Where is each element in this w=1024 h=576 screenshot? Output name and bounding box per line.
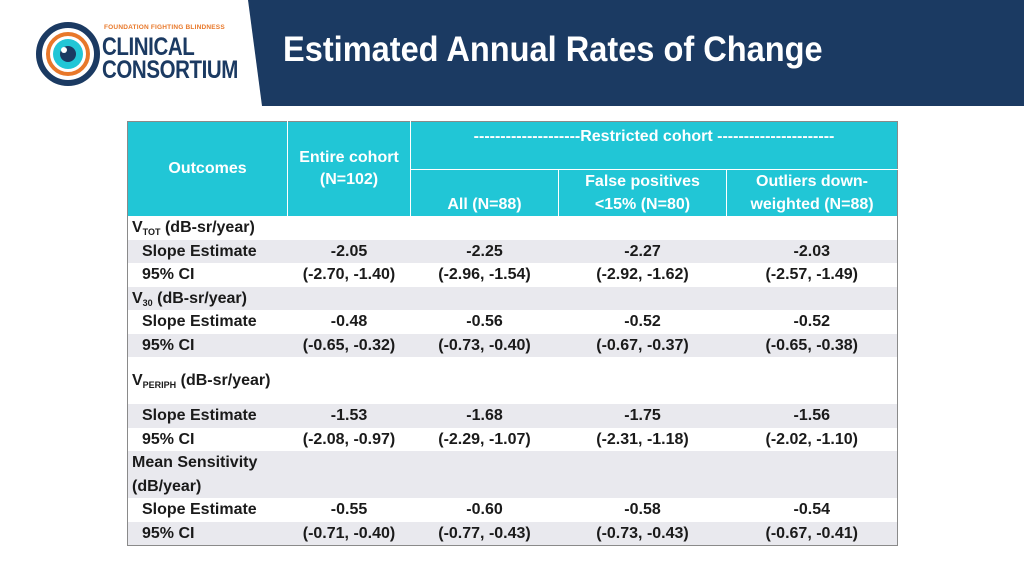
group-label-vtot: VTOT (dB-sr/year) <box>127 216 288 240</box>
header-outcomes: Outcomes <box>127 121 288 216</box>
table-cell: -2.25 <box>410 239 559 263</box>
table-cell: -1.75 <box>558 404 727 428</box>
table-cell: -0.52 <box>558 310 727 334</box>
row-label: Slope Estimate <box>127 498 288 522</box>
row-label: Slope Estimate <box>127 239 288 263</box>
table-cell: (-0.67, -0.37) <box>558 333 727 357</box>
table-cell: -0.52 <box>726 310 898 334</box>
table-cell: (-0.73, -0.43) <box>558 521 727 546</box>
table-cell: (-2.08, -0.97) <box>287 427 411 451</box>
row-label: Slope Estimate <box>127 310 288 334</box>
eye-logo-icon <box>36 22 100 86</box>
row-label: 95% CI <box>127 521 288 546</box>
row-label: 95% CI <box>127 333 288 357</box>
table-cell: -0.48 <box>287 310 411 334</box>
table-cell: (-0.67, -0.41) <box>726 521 898 546</box>
table-cell: -0.54 <box>726 498 898 522</box>
table-cell: (-2.70, -1.40) <box>287 263 411 287</box>
logo-tagline: FOUNDATION FIGHTING BLINDNESS <box>104 24 225 31</box>
table-cell: (-2.02, -1.10) <box>726 427 898 451</box>
row-label: Slope Estimate <box>127 404 288 428</box>
logo-wordmark-clinical: CLINICAL <box>102 33 195 61</box>
row-label: 95% CI <box>127 263 288 287</box>
table-cell: (-0.73, -0.40) <box>410 333 559 357</box>
header-entire-cohort: Entire cohort (N=102) <box>287 121 411 216</box>
table-row: Slope Estimate -1.53 -1.68 -1.75 -1.56 <box>127 404 898 428</box>
page-title: Estimated Annual Rates of Change <box>283 30 823 69</box>
header-outliers: Outliers down-weighted (N=88) <box>725 169 898 216</box>
table-row: 95% CI (-0.71, -0.40) (-0.77, -0.43) (-0… <box>127 521 898 546</box>
table-cell: -1.56 <box>726 404 898 428</box>
table-cell: -0.56 <box>410 310 559 334</box>
table-cell: (-0.77, -0.43) <box>410 521 559 546</box>
group-row-vtot: VTOT (dB-sr/year) <box>127 216 898 240</box>
table-row: 95% CI (-0.65, -0.32) (-0.73, -0.40) (-0… <box>127 333 898 357</box>
table-row: 95% CI (-2.70, -1.40) (-2.96, -1.54) (-2… <box>127 263 898 287</box>
rates-table: Outcomes Entire cohort (N=102) ----------… <box>127 121 899 546</box>
table-row: Slope Estimate -0.48 -0.56 -0.52 -0.52 <box>127 310 898 334</box>
table-cell: (-2.57, -1.49) <box>726 263 898 287</box>
table-cell: -2.27 <box>558 239 727 263</box>
table-cell: (-2.92, -1.62) <box>558 263 727 287</box>
table-cell: -0.55 <box>287 498 411 522</box>
table-cell: (-0.71, -0.40) <box>287 521 411 546</box>
header-restricted-cohort: --------------------Restricted cohort --… <box>409 121 898 170</box>
table-cell: (-2.96, -1.54) <box>410 263 559 287</box>
table-cell: -0.58 <box>558 498 727 522</box>
table-cell: -1.53 <box>287 404 411 428</box>
table-cell: (-0.65, -0.32) <box>287 333 411 357</box>
table-row: Slope Estimate -2.05 -2.25 -2.27 -2.03 <box>127 239 898 263</box>
header-false-positives: False positives <15% (N=80) <box>558 169 727 216</box>
group-row-mean-sensitivity: Mean Sensitivity (dB/year) <box>127 451 898 498</box>
group-label-v30: V30 (dB-sr/year) <box>127 286 288 310</box>
group-row-vperiph: VPERIPH (dB-sr/year) <box>127 357 898 404</box>
table-cell: (-0.65, -0.38) <box>726 333 898 357</box>
table-header-row: Outcomes Entire cohort (N=102) ----------… <box>127 121 898 216</box>
table-cell: -0.60 <box>410 498 559 522</box>
table-row: Slope Estimate -0.55 -0.60 -0.58 -0.54 <box>127 498 898 522</box>
header-all: All (N=88) <box>410 169 559 216</box>
table-cell: -2.05 <box>287 239 411 263</box>
group-label-mean-sensitivity: Mean Sensitivity (dB/year) <box>127 451 288 498</box>
table-cell: (-2.31, -1.18) <box>558 427 727 451</box>
group-label-vperiph: VPERIPH (dB-sr/year) <box>127 357 288 404</box>
row-label: 95% CI <box>127 427 288 451</box>
logo: FOUNDATION FIGHTING BLINDNESS CLINICAL C… <box>0 0 262 106</box>
table-cell: (-2.29, -1.07) <box>410 427 559 451</box>
table-cell: -1.68 <box>410 404 559 428</box>
table-subheader-row: All (N=88) False positives <15% (N=80) Ou… <box>128 169 898 216</box>
table-row: 95% CI (-2.08, -0.97) (-2.29, -1.07) (-2… <box>127 427 898 451</box>
table-cell: -2.03 <box>726 239 898 263</box>
logo-wordmark-consortium: CONSORTIUM <box>102 56 238 84</box>
group-row-v30: V30 (dB-sr/year) <box>127 286 898 310</box>
